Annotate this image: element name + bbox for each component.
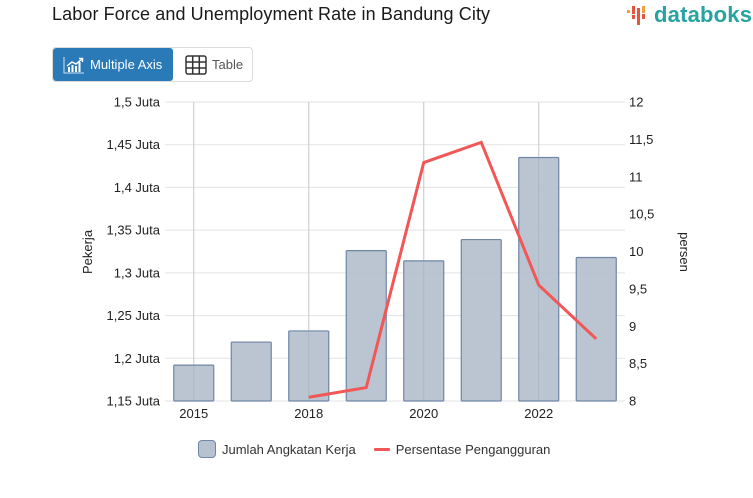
svg-text:2015: 2015 bbox=[179, 406, 208, 421]
bar-2019[interactable] bbox=[345, 250, 387, 402]
bar-2023[interactable] bbox=[575, 256, 617, 402]
bar-2022[interactable] bbox=[518, 156, 560, 402]
databoks-logo[interactable]: databoks bbox=[626, 2, 752, 28]
bar-2021[interactable] bbox=[460, 238, 502, 402]
svg-text:9: 9 bbox=[629, 319, 636, 334]
table-grid-icon bbox=[185, 54, 207, 75]
svg-text:10: 10 bbox=[629, 244, 643, 259]
svg-text:1,35 Juta: 1,35 Juta bbox=[107, 223, 161, 238]
svg-text:11,5: 11,5 bbox=[629, 132, 653, 147]
line-series bbox=[308, 140, 598, 399]
bar-2015[interactable] bbox=[173, 364, 215, 402]
view-toggle: Multiple Axis Table bbox=[52, 47, 253, 82]
svg-text:2022: 2022 bbox=[524, 406, 553, 421]
unemployment-line[interactable] bbox=[308, 140, 598, 399]
svg-text:1,2 Juta: 1,2 Juta bbox=[114, 351, 161, 366]
svg-text:11: 11 bbox=[629, 169, 643, 184]
svg-text:1,3 Juta: 1,3 Juta bbox=[114, 265, 161, 280]
svg-text:12: 12 bbox=[629, 95, 643, 110]
svg-text:8: 8 bbox=[629, 394, 636, 409]
table-button[interactable]: Table bbox=[173, 48, 252, 81]
chart-icon bbox=[63, 56, 84, 73]
svg-text:1,5 Juta: 1,5 Juta bbox=[114, 95, 161, 110]
legend: Jumlah Angkatan Kerja Persentase Pengang… bbox=[198, 440, 568, 458]
chart-title: Labor Force and Unemployment Rate in Ban… bbox=[52, 4, 491, 24]
left-axis-ticks: 1,15 Juta 1,2 Juta 1,25 Juta 1,3 Juta 1,35 J… bbox=[107, 95, 161, 409]
bar-swatch-icon bbox=[198, 440, 216, 458]
x-axis-ticks: 2015 2018 2020 2022 bbox=[179, 406, 553, 421]
line-swatch-icon bbox=[373, 447, 390, 451]
multiple-axis-button[interactable]: Multiple Axis bbox=[53, 48, 173, 81]
svg-text:2018: 2018 bbox=[294, 406, 323, 421]
legend-label: Jumlah Angkatan Kerja bbox=[222, 441, 356, 457]
multiple-axis-label: Multiple Axis bbox=[90, 57, 163, 72]
svg-text:10,5: 10,5 bbox=[629, 207, 654, 222]
right-axis-ticks: 8 8,5 9 9,5 10 10,5 11 11,5 12 bbox=[629, 95, 654, 409]
legend-item-labor-force[interactable]: Jumlah Angkatan Kerja bbox=[198, 440, 356, 458]
right-axis-label: persen bbox=[677, 232, 692, 272]
bar-2018[interactable] bbox=[288, 330, 330, 402]
bar-series bbox=[173, 102, 617, 402]
bar-2020[interactable] bbox=[403, 260, 445, 402]
svg-text:9,5: 9,5 bbox=[629, 281, 647, 296]
svg-text:8,5: 8,5 bbox=[629, 356, 647, 371]
svg-text:1,45 Juta: 1,45 Juta bbox=[107, 137, 161, 152]
bar-2017[interactable] bbox=[230, 341, 272, 402]
left-axis-label: Pekerja bbox=[80, 229, 95, 274]
svg-text:1,25 Juta: 1,25 Juta bbox=[107, 308, 161, 323]
logo-text: databoks bbox=[654, 2, 753, 27]
svg-text:1,15 Juta: 1,15 Juta bbox=[107, 394, 161, 409]
legend-label: Persentase Pengangguran bbox=[395, 441, 551, 457]
table-label: Table bbox=[212, 57, 244, 72]
legend-item-unemployment[interactable]: Persentase Pengangguran bbox=[373, 441, 551, 457]
svg-text:2020: 2020 bbox=[409, 406, 438, 421]
svg-text:1,4 Juta: 1,4 Juta bbox=[114, 180, 161, 195]
databoks-logo-icon bbox=[627, 6, 645, 25]
